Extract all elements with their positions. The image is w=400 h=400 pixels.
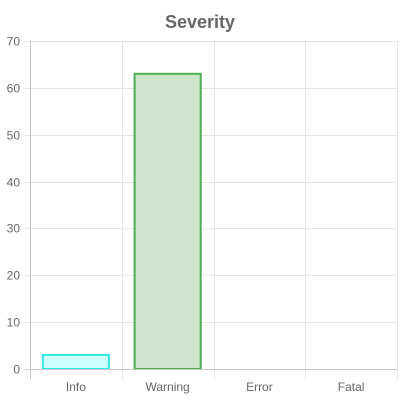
y-tick-label: 30 [7, 222, 21, 236]
y-axis-ticks: 0 10 20 30 40 50 60 70 [7, 35, 21, 377]
bars [41, 72, 202, 371]
grid-lines [25, 41, 398, 379]
y-tick-label: 50 [7, 129, 21, 143]
x-tick-label: Error [246, 380, 273, 394]
y-tick-label: 60 [7, 82, 21, 96]
axes [25, 41, 397, 379]
x-tick-label: Info [66, 380, 86, 394]
y-tick-label: 10 [7, 316, 21, 330]
y-tick-label: 40 [7, 176, 21, 190]
x-tick-label: Warning [145, 380, 189, 394]
x-axis-ticks: Info Warning Error Fatal [66, 380, 365, 394]
chart-title: Severity [165, 12, 235, 32]
y-tick-label: 0 [13, 363, 20, 377]
bar-warning [133, 72, 202, 371]
bar-info [41, 353, 110, 370]
y-tick-label: 70 [7, 35, 21, 49]
y-tick-label: 20 [7, 269, 21, 283]
x-tick-label: Fatal [338, 380, 365, 394]
